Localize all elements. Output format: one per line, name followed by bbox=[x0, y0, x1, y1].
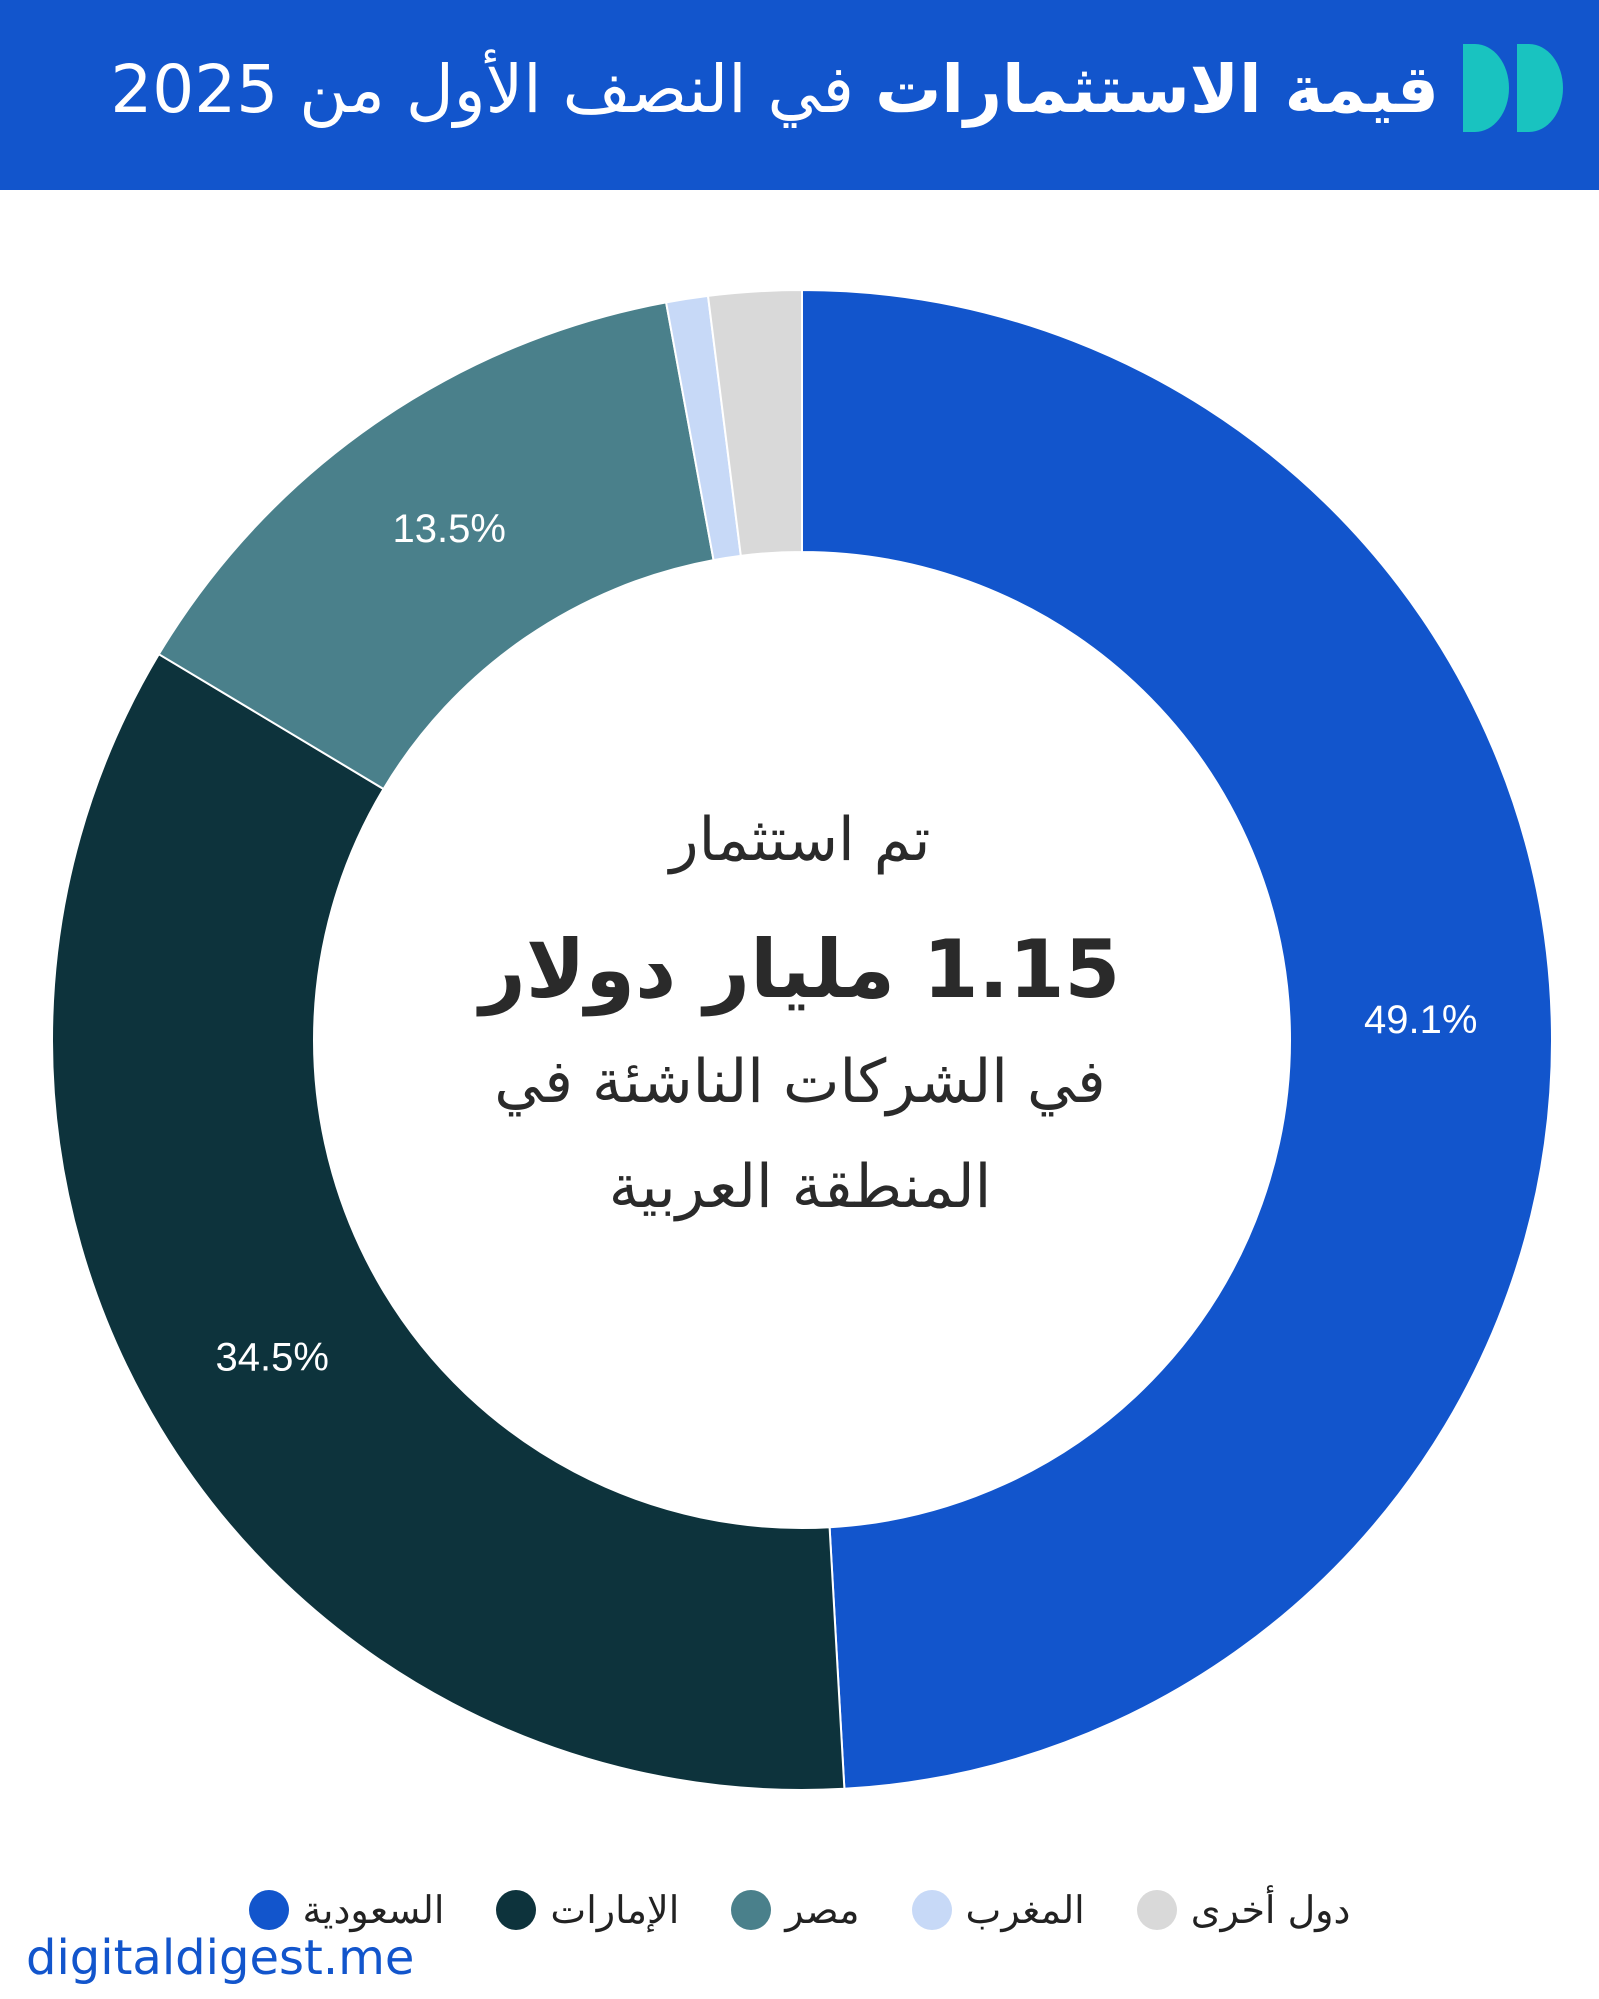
legend-item-0: السعودية bbox=[248, 1888, 445, 1932]
slice-label-2: 13.5% bbox=[393, 507, 506, 551]
center-line-1: تم استثمار bbox=[669, 805, 931, 875]
slice-label-0: 49.1% bbox=[1364, 998, 1477, 1042]
legend-label-2: مصر bbox=[785, 1888, 860, 1932]
slice-1 bbox=[51, 652, 846, 1791]
legend-label-4: دول أخرى bbox=[1190, 1888, 1351, 1932]
header-bar: قيمة الاستثمارات في النصف الأول من 2025 bbox=[0, 0, 1599, 190]
legend-item-3: المغرب bbox=[911, 1888, 1085, 1932]
title-bold: قيمة الاستثمارات bbox=[875, 51, 1439, 128]
digital-digest-logo-icon bbox=[1463, 44, 1563, 132]
legend-dot-2 bbox=[731, 1890, 772, 1930]
legend-dot-1 bbox=[496, 1890, 537, 1930]
legend-dot-4 bbox=[1136, 1890, 1177, 1930]
slice-label-1: 34.5% bbox=[215, 1336, 328, 1380]
slice-0 bbox=[801, 288, 1553, 1790]
chart-legend: السعودية الإمارات مصر المغرب دول أخرى bbox=[0, 1880, 1599, 1940]
page-title: قيمة الاستثمارات في النصف الأول من 2025 bbox=[110, 40, 1439, 140]
legend-item-1: الإمارات bbox=[496, 1888, 679, 1932]
center-amount: 1.15 مليار دولار bbox=[479, 923, 1121, 1016]
legend-dot-3 bbox=[911, 1890, 952, 1930]
legend-label-3: المغرب bbox=[965, 1888, 1085, 1932]
legend-dot-0 bbox=[248, 1890, 289, 1930]
slice-4 bbox=[706, 288, 803, 557]
title-rest: في النصف الأول من 2025 bbox=[110, 51, 876, 128]
legend-item-2: مصر bbox=[731, 1888, 860, 1932]
slice-2 bbox=[157, 301, 715, 791]
footer-site: digitaldigest.me bbox=[26, 1930, 415, 1986]
legend-label-0: السعودية bbox=[302, 1888, 445, 1932]
legend-item-4: دول أخرى bbox=[1136, 1888, 1351, 1932]
legend-label-1: الإمارات bbox=[550, 1888, 680, 1932]
center-summary: تم استثمار 1.15 مليار دولار في الشركات ا… bbox=[290, 800, 1310, 1240]
center-line-3: في الشركات الناشئة في المنطقة العربية bbox=[494, 1047, 1106, 1222]
donut-chart: 49.1% 34.5% 13.5% bbox=[51, 288, 1553, 1791]
